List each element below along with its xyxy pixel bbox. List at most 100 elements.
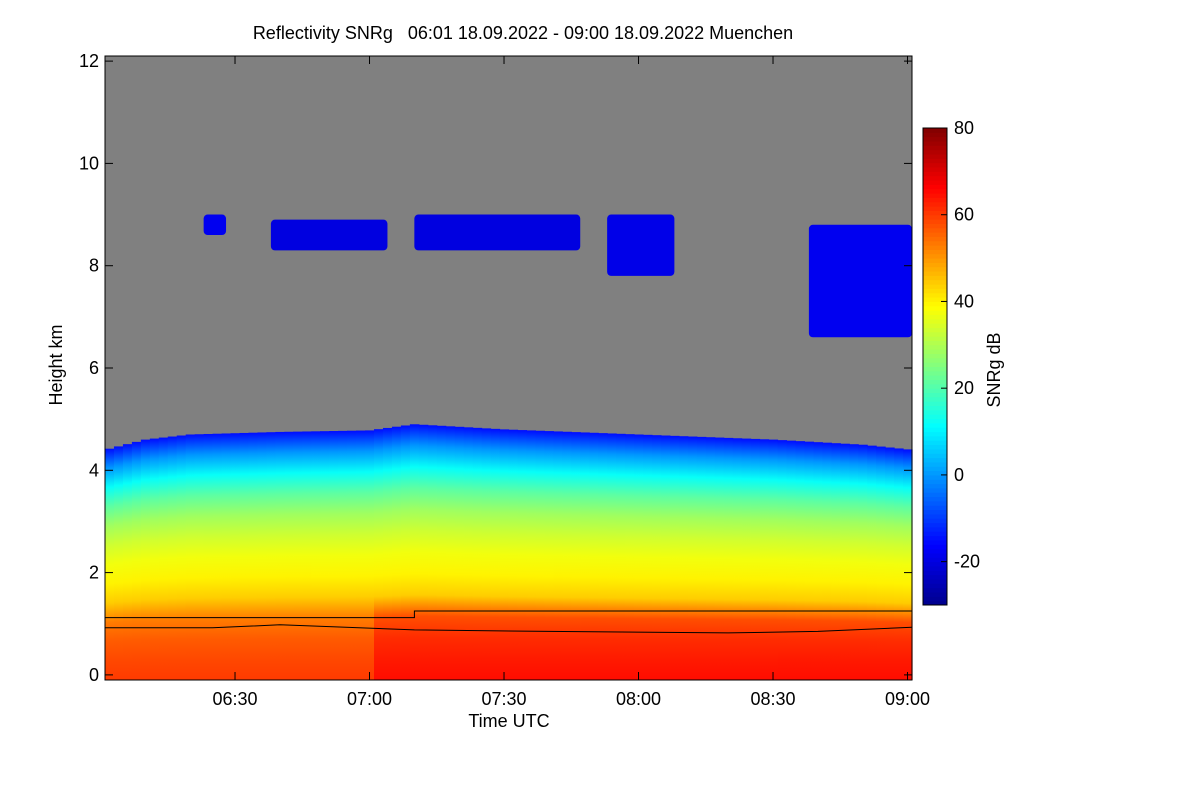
- main-layer-column: [517, 430, 528, 680]
- x-tick-label: 07:30: [481, 689, 526, 709]
- colorbar-segment: [923, 557, 947, 563]
- colorbar-segment: [923, 284, 947, 289]
- main-layer-column: [140, 439, 151, 680]
- colorbar: -20 0 20 40 60 80: [922, 118, 980, 606]
- main-layer-column: [768, 439, 779, 680]
- main-layer-column: [589, 432, 599, 680]
- main-layer-column: [616, 433, 626, 680]
- main-layer-column: [472, 427, 483, 680]
- colorbar-segment: [923, 314, 947, 320]
- colorbar-segment: [923, 596, 947, 602]
- main-layer-column: [669, 435, 680, 680]
- main-layer-column: [858, 444, 868, 680]
- cirrus-patch: [270, 219, 388, 251]
- main-layer-column: [777, 440, 788, 680]
- colorbar-segment: [923, 526, 947, 532]
- x-tick-label: 07:00: [347, 689, 392, 709]
- main-layer-column: [176, 435, 187, 680]
- y-tick-label: 4: [89, 460, 99, 480]
- colorbar-segment: [923, 193, 947, 198]
- colorbar-segment: [923, 435, 947, 441]
- x-tick-label: 06:30: [212, 689, 257, 709]
- colorbar-segment: [923, 366, 947, 372]
- colorbar-segment: [923, 453, 947, 459]
- colorbar-segment: [923, 388, 947, 394]
- main-layer-column: [903, 449, 913, 680]
- colorbar-segment: [923, 210, 947, 216]
- colorbar-segment: [923, 492, 947, 498]
- main-layer-column: [750, 438, 761, 680]
- colorbar-segment: [923, 444, 947, 450]
- main-layer-column: [382, 427, 393, 680]
- colorbar-segment: [923, 240, 947, 246]
- main-layer-column: [741, 438, 752, 680]
- colorbar-segment: [923, 323, 947, 328]
- colorbar-segment: [923, 167, 947, 172]
- colorbar-segment: [923, 162, 947, 168]
- main-layer-column: [391, 426, 402, 680]
- main-layer-column: [445, 426, 456, 680]
- colorbar-segment: [923, 544, 947, 550]
- colorbar-segment: [923, 422, 947, 428]
- colorbar-segment: [923, 353, 947, 359]
- main-layer-column: [732, 438, 743, 680]
- main-layer-column: [840, 443, 850, 680]
- main-layer-column: [651, 435, 662, 680]
- main-layer-column: [365, 430, 375, 680]
- colorbar-segment: [923, 483, 947, 489]
- colorbar-segment: [923, 197, 947, 203]
- colorbar-segment: [923, 288, 947, 294]
- main-layer-column: [687, 436, 698, 680]
- y-tick-label: 2: [89, 563, 99, 583]
- y-tick-label: 6: [89, 358, 99, 378]
- colorbar-segment: [923, 587, 947, 593]
- chart-title: Reflectivity SNRg 06:01 18.09.2022 - 09:…: [253, 23, 793, 43]
- main-layer-column: [131, 441, 142, 680]
- colorbar-segment: [923, 379, 947, 385]
- main-layer-column: [239, 432, 250, 680]
- colorbar-segment: [923, 487, 947, 493]
- colorbar-tick-label: 20: [954, 378, 974, 398]
- main-layer-column: [678, 436, 689, 680]
- colorbar-segment: [923, 305, 947, 311]
- colorbar-segment: [923, 401, 947, 407]
- colorbar-segment: [923, 505, 947, 511]
- main-layer-column: [149, 438, 160, 680]
- colorbar-label: SNRg dB: [984, 332, 1004, 407]
- main-layer-column: [526, 430, 536, 680]
- colorbar-segment: [923, 223, 947, 229]
- colorbar-segment: [923, 128, 947, 133]
- colorbar-segment: [923, 245, 947, 250]
- colorbar-segment: [923, 466, 947, 472]
- colorbar-segment: [923, 201, 947, 207]
- colorbar-segment: [923, 236, 947, 242]
- colorbar-segment: [923, 292, 947, 298]
- boundary-line: [105, 610, 912, 619]
- main-layer-column: [714, 437, 725, 680]
- main-layer-column: [284, 431, 294, 680]
- colorbar-segment: [923, 331, 947, 337]
- plot-area: [105, 56, 913, 680]
- colorbar-segment: [923, 219, 947, 224]
- colorbar-segment: [923, 180, 947, 185]
- main-layer-column: [813, 442, 823, 680]
- colorbar-segment: [923, 461, 947, 467]
- main-layer-column: [122, 444, 133, 680]
- colorbar-segment: [923, 262, 947, 268]
- colorbar-segment: [923, 578, 947, 584]
- main-layer-column: [230, 433, 241, 680]
- colorbar-segment: [923, 414, 947, 420]
- main-layer-column: [849, 444, 859, 680]
- colorbar-segment: [923, 552, 947, 558]
- main-layer-column: [158, 437, 169, 680]
- y-tick-label: 10: [79, 153, 99, 173]
- main-layer-column: [607, 433, 617, 680]
- cirrus-patch: [808, 224, 912, 338]
- colorbar-tick-label: 80: [954, 118, 974, 138]
- main-layer-column: [804, 441, 814, 680]
- main-layer-column: [436, 425, 447, 680]
- colorbar-segment: [923, 271, 947, 276]
- colorbar-segment: [923, 448, 947, 454]
- colorbar-segment: [923, 145, 947, 151]
- main-layer-column: [203, 433, 214, 680]
